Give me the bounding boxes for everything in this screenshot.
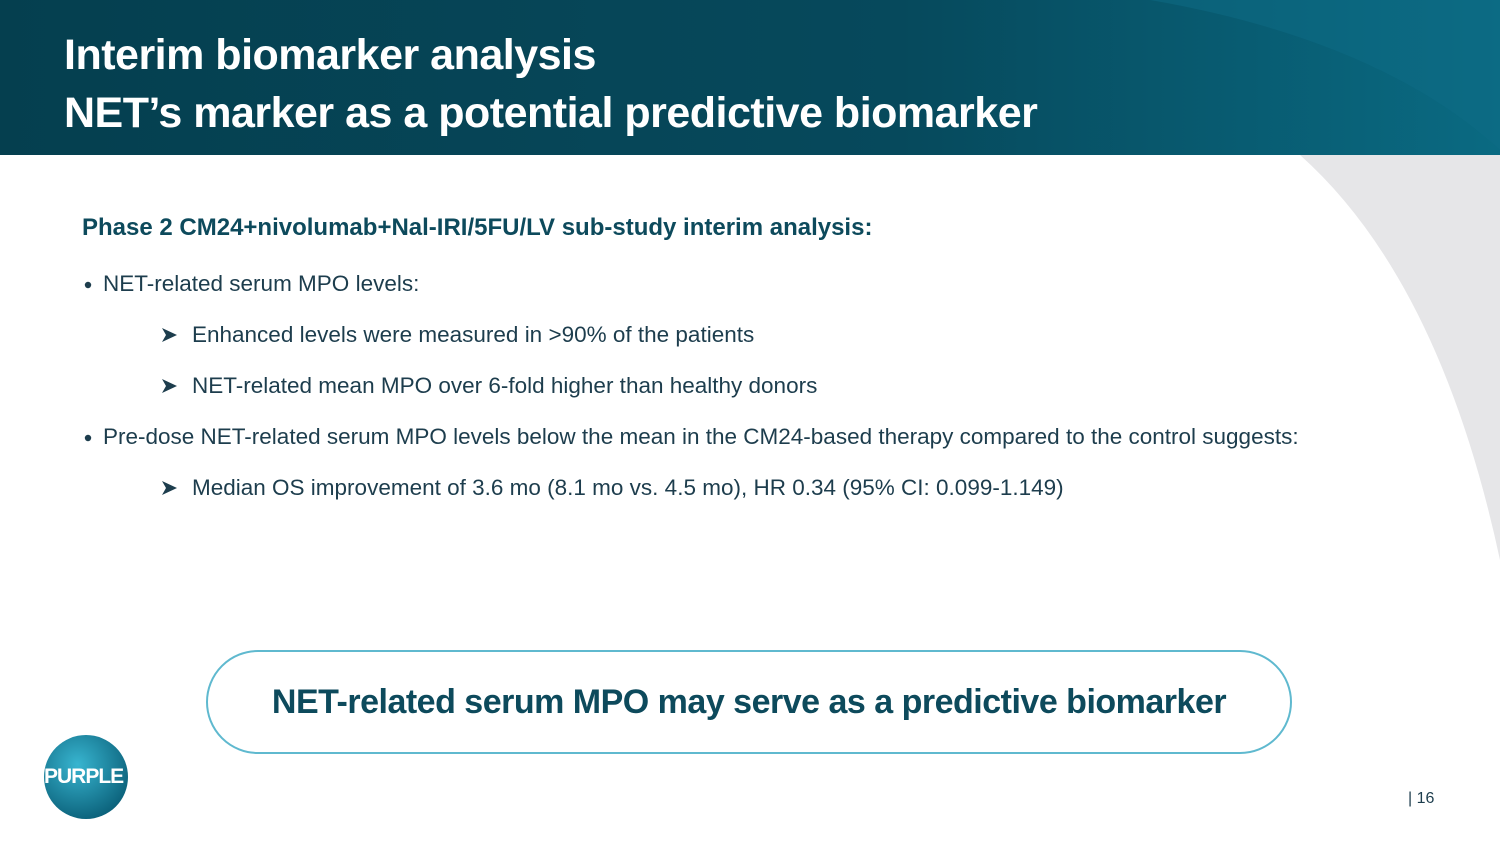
arrow-icon [162, 328, 177, 342]
header-accent [1150, 0, 1500, 150]
callout: NET-related serum MPO may serve as a pre… [206, 650, 1292, 754]
logo-circle [44, 735, 128, 819]
title-line: Interim biomarker analysis [64, 31, 596, 79]
sub-bullet-text: Median OS improvement of 3.6 mo (8.1 mo … [192, 475, 1064, 500]
header-band [0, 0, 1500, 155]
logo-text: PURPLE [44, 765, 124, 788]
bullet: NET-related serum MPO levels: [82, 266, 1299, 317]
heading: Phase 2 CM24+nivolumab+Nal-IRI/5FU/LV su… [82, 214, 873, 241]
sub-bullet: Median OS improvement of 3.6 mo (8.1 mo … [82, 470, 1299, 521]
sub-bullet-text: Enhanced levels were measured in >90% of… [192, 322, 755, 347]
arrow-icon [162, 481, 177, 495]
bullet-icon [84, 434, 92, 442]
bullet-icon [84, 281, 92, 289]
title: Interim biomarker analysis NET’s marker a… [64, 26, 1038, 142]
sub-bullet: Enhanced levels were measured in >90% of… [82, 317, 1299, 368]
title-line: NET’s marker as a potential predictive b… [64, 89, 1038, 137]
sub-bullet-text: NET-related mean MPO over 6-fold higher … [192, 373, 818, 398]
page-number: | 16 [1408, 790, 1435, 807]
bullet-text: NET-related serum MPO levels: [103, 271, 420, 296]
sub-bullet: NET-related mean MPO over 6-fold higher … [82, 368, 1299, 419]
bullet-text: Pre-dose NET-related serum MPO levels be… [103, 424, 1299, 449]
arrow-icon [162, 379, 177, 393]
bullet-list: NET-related serum MPO levels: Enhanced le… [82, 266, 1299, 521]
bullet: Pre-dose NET-related serum MPO levels be… [82, 419, 1299, 470]
